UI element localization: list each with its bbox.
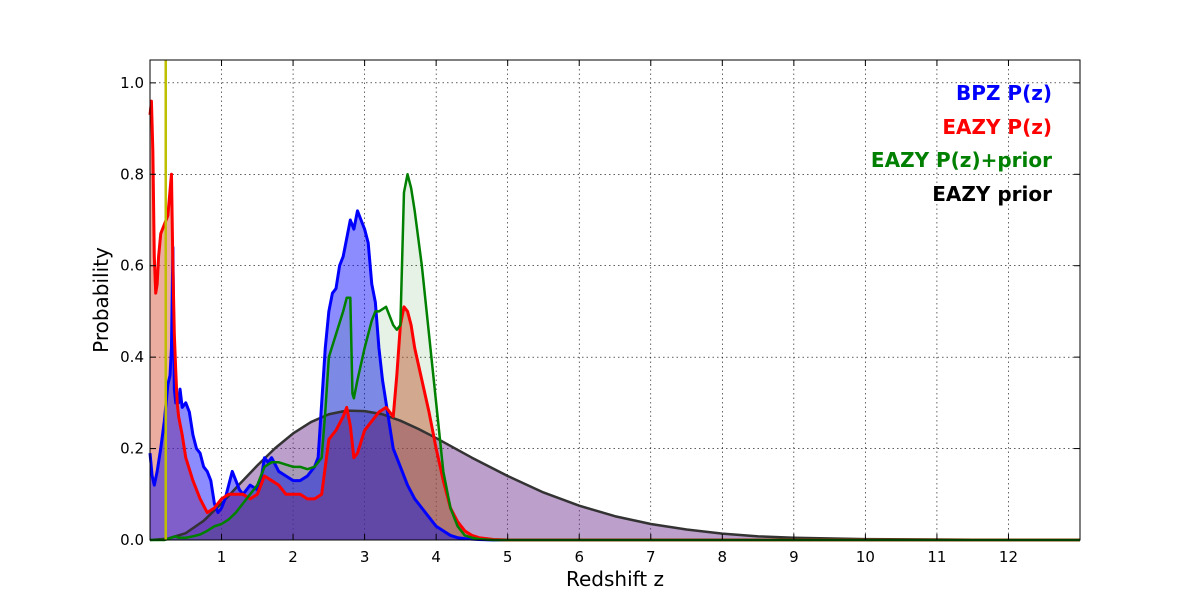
- series-line-eazy-p-z-prior: [150, 173, 1080, 542]
- y-tick-label: 0.6: [120, 257, 144, 275]
- x-tick-label: 3: [360, 548, 370, 566]
- legend: BPZ P(z) EAZY P(z) EAZY P(z)+prior EAZY …: [871, 81, 1052, 206]
- x-tick-label: 1: [217, 548, 227, 566]
- series-fill-eazy-p-z-prior: [150, 174, 1080, 541]
- series-fill-eazy-prior: [150, 410, 1080, 540]
- legend-entry-bpz: BPZ P(z): [956, 81, 1052, 105]
- x-tick-label: 11: [927, 548, 946, 566]
- plot-area: [150, 60, 1080, 540]
- y-axis-label: Probability: [89, 247, 113, 353]
- series-line-eazy-p-z: [148, 99, 1080, 542]
- y-tick-label: 0.0: [120, 531, 144, 549]
- legend-entry-eazy: EAZY P(z): [942, 115, 1052, 139]
- x-tick-label: 6: [574, 548, 584, 566]
- x-tick-label: 2: [288, 548, 298, 566]
- series-lines: [148, 99, 1080, 542]
- x-tick-label: 12: [999, 548, 1018, 566]
- ticks: 1 2 3 4 5 6 7 8 9 10 11 120.00.20.40.60.81.0: [120, 60, 1080, 566]
- y-tick-label: 0.8: [120, 165, 144, 183]
- y-tick-label: 1.0: [120, 74, 144, 92]
- legend-entry-eazy-prior: EAZY prior: [932, 182, 1052, 206]
- y-tick-label: 0.4: [120, 348, 144, 366]
- series-line-bpz-p-z: [148, 209, 1080, 542]
- series-fill-bpz-p-z: [150, 210, 1080, 540]
- x-axis-label: Redshift z: [566, 567, 664, 591]
- x-tick-label: 9: [789, 548, 799, 566]
- x-tick-label: 5: [503, 548, 513, 566]
- series-fill-eazy-p-z: [150, 101, 1080, 541]
- x-tick-label: 10: [856, 548, 875, 566]
- plot-frame: [149, 59, 1081, 541]
- x-tick-label: 7: [646, 548, 656, 566]
- series-fills: [150, 101, 1080, 541]
- y-tick-label: 0.2: [120, 440, 144, 458]
- legend-entry-eazy-prior-combined: EAZY P(z)+prior: [871, 148, 1052, 172]
- series-line-eazy-prior: [149, 409, 1080, 542]
- x-tick-label: 8: [718, 548, 728, 566]
- x-tick-label: 4: [431, 548, 441, 566]
